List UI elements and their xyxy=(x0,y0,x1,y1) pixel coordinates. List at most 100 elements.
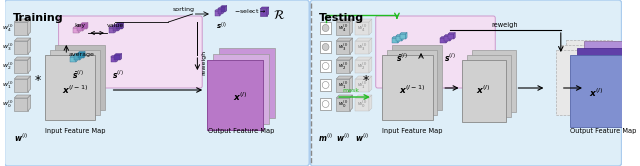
Bar xyxy=(355,60,369,73)
Bar xyxy=(14,79,28,92)
Text: sorting: sorting xyxy=(173,7,195,12)
Text: $w_{3}^{(l)}$: $w_{3}^{(l)}$ xyxy=(357,42,367,53)
Bar xyxy=(577,48,630,120)
Bar xyxy=(207,60,263,130)
Text: key: key xyxy=(74,23,85,28)
Polygon shape xyxy=(14,38,31,41)
Polygon shape xyxy=(78,51,85,53)
Text: $\boldsymbol{s}^{(l)}$: $\boldsymbol{s}^{(l)}$ xyxy=(444,52,456,64)
Polygon shape xyxy=(349,95,353,111)
Bar xyxy=(73,28,79,33)
Polygon shape xyxy=(28,95,31,111)
Text: $\boldsymbol{x}^{(l)}$: $\boldsymbol{x}^{(l)}$ xyxy=(589,87,604,99)
Bar xyxy=(383,55,433,120)
Polygon shape xyxy=(349,76,353,92)
Bar xyxy=(50,50,100,115)
Text: $\boldsymbol{x}^{(l)}$: $\boldsymbol{x}^{(l)}$ xyxy=(476,84,491,96)
Circle shape xyxy=(322,82,329,88)
Polygon shape xyxy=(349,57,353,73)
Text: mask: mask xyxy=(342,88,359,93)
Polygon shape xyxy=(369,95,372,111)
Text: $w_{3}^{(l)}$: $w_{3}^{(l)}$ xyxy=(2,42,13,53)
Polygon shape xyxy=(336,19,353,22)
Polygon shape xyxy=(446,37,447,43)
Text: $w_{4}^{(l)}$: $w_{4}^{(l)}$ xyxy=(357,23,367,34)
Polygon shape xyxy=(369,38,372,54)
Polygon shape xyxy=(14,76,31,79)
Polygon shape xyxy=(70,55,77,57)
Bar xyxy=(440,38,446,43)
Bar xyxy=(14,22,28,35)
Polygon shape xyxy=(400,33,407,34)
Polygon shape xyxy=(86,23,88,29)
Text: $*$: $*$ xyxy=(35,72,42,84)
Polygon shape xyxy=(444,35,451,36)
Text: $w_{4}^{(l)}$: $w_{4}^{(l)}$ xyxy=(338,23,348,34)
Bar xyxy=(213,54,269,124)
Polygon shape xyxy=(76,55,77,62)
Text: $\bar{\boldsymbol{s}}^{(l)}$: $\bar{\boldsymbol{s}}^{(l)}$ xyxy=(72,69,84,81)
Bar xyxy=(577,48,630,120)
Bar xyxy=(221,7,225,12)
Bar xyxy=(392,38,398,43)
Text: $w_{1}^{(l)}$: $w_{1}^{(l)}$ xyxy=(338,80,348,91)
Polygon shape xyxy=(14,57,31,60)
Polygon shape xyxy=(223,7,224,14)
Polygon shape xyxy=(369,76,372,92)
Text: $w_{2}^{(l)}$: $w_{2}^{(l)}$ xyxy=(2,61,13,72)
Text: $\boldsymbol{s}^{(l)}$: $\boldsymbol{s}^{(l)}$ xyxy=(113,69,124,81)
Bar xyxy=(336,98,349,111)
Text: $w_{0}^{(l)}$: $w_{0}^{(l)}$ xyxy=(2,99,13,110)
Text: $w_{2}^{(l)}$: $w_{2}^{(l)}$ xyxy=(338,61,348,72)
Text: $*$: $*$ xyxy=(362,72,370,84)
Text: value: value xyxy=(107,23,124,28)
Polygon shape xyxy=(349,19,353,35)
Polygon shape xyxy=(450,35,451,41)
Text: $w_{0}^{(l)}$: $w_{0}^{(l)}$ xyxy=(338,99,348,110)
FancyBboxPatch shape xyxy=(4,0,309,166)
Polygon shape xyxy=(28,76,31,92)
Polygon shape xyxy=(14,95,31,98)
Bar xyxy=(109,28,115,33)
Text: $\boldsymbol{s}^{(l)}$: $\boldsymbol{s}^{(l)}$ xyxy=(216,21,227,32)
Polygon shape xyxy=(74,53,81,55)
Polygon shape xyxy=(83,25,84,31)
Polygon shape xyxy=(73,27,80,28)
Bar xyxy=(45,55,95,120)
Bar xyxy=(14,60,28,73)
Bar xyxy=(561,45,607,110)
Text: $\boldsymbol{w}^{(l)}$: $\boldsymbol{w}^{(l)}$ xyxy=(14,132,28,144)
Text: $w_{3}^{(l)}$: $w_{3}^{(l)}$ xyxy=(338,42,348,53)
Polygon shape xyxy=(28,19,31,35)
Bar xyxy=(320,41,332,53)
Text: $\bar{\boldsymbol{s}}^{(l)}$: $\bar{\boldsymbol{s}}^{(l)}$ xyxy=(396,52,408,64)
Polygon shape xyxy=(115,27,116,33)
Bar xyxy=(116,24,122,29)
Polygon shape xyxy=(220,9,221,16)
Bar xyxy=(392,45,442,110)
Polygon shape xyxy=(349,38,353,54)
Bar xyxy=(78,53,84,58)
Circle shape xyxy=(322,43,329,50)
Bar xyxy=(260,9,267,16)
Polygon shape xyxy=(81,23,88,24)
Polygon shape xyxy=(355,38,372,41)
Bar xyxy=(336,60,349,73)
Polygon shape xyxy=(116,55,118,62)
Polygon shape xyxy=(406,33,407,39)
Circle shape xyxy=(322,100,329,108)
Text: $\boldsymbol{x}^{(l)}$: $\boldsymbol{x}^{(l)}$ xyxy=(232,91,247,103)
Polygon shape xyxy=(225,5,227,12)
Polygon shape xyxy=(84,51,85,58)
Bar xyxy=(355,98,369,111)
Bar xyxy=(448,34,454,39)
Polygon shape xyxy=(113,25,120,26)
Bar xyxy=(111,57,116,62)
Bar xyxy=(70,57,76,62)
Bar xyxy=(556,50,602,115)
Text: $\mathcal{R}$: $\mathcal{R}$ xyxy=(273,8,285,22)
Polygon shape xyxy=(369,19,372,35)
Text: $w_{4}^{(l)}$: $w_{4}^{(l)}$ xyxy=(2,23,13,34)
Bar xyxy=(14,98,28,111)
Bar xyxy=(14,41,28,54)
